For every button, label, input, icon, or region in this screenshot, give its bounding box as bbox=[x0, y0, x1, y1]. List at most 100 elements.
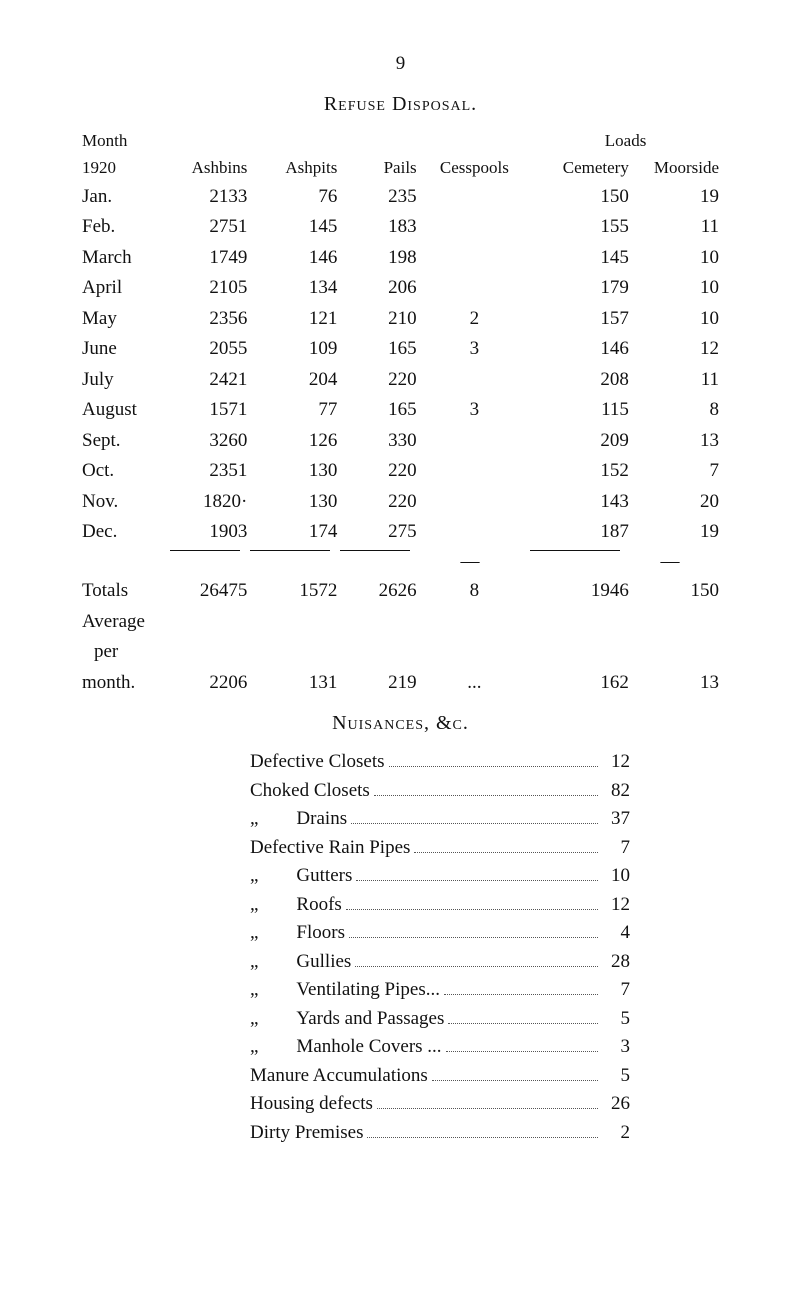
nuisance-label: Choked Closets bbox=[250, 777, 370, 806]
cell: 145 bbox=[249, 212, 339, 243]
cell: 157 bbox=[530, 304, 631, 335]
cell: April bbox=[80, 273, 170, 304]
avg-cem: 162 bbox=[530, 668, 631, 699]
cell: July bbox=[80, 365, 170, 396]
table-row: Nov.1820·13022014320 bbox=[80, 487, 721, 518]
nuisance-value: 12 bbox=[602, 748, 630, 777]
cell: 1571 bbox=[170, 395, 249, 426]
cell: 143 bbox=[530, 487, 631, 518]
list-item: „ Drains37 bbox=[250, 805, 630, 834]
cell: 3260 bbox=[170, 426, 249, 457]
nuisance-value: 4 bbox=[602, 919, 630, 948]
nuisance-value: 5 bbox=[602, 1005, 630, 1034]
list-item: Defective Rain Pipes7 bbox=[250, 834, 630, 863]
nuisance-label: „ Roofs bbox=[250, 891, 342, 920]
cell: 121 bbox=[249, 304, 339, 335]
cell: 20 bbox=[631, 487, 721, 518]
leader-dots bbox=[389, 766, 598, 767]
cell: 1903 bbox=[170, 517, 249, 548]
cell: 76 bbox=[249, 182, 339, 213]
cell: 183 bbox=[339, 212, 418, 243]
cell: 12 bbox=[631, 334, 721, 365]
nuisance-value: 82 bbox=[602, 777, 630, 806]
page-number: 9 bbox=[80, 50, 721, 79]
table-row: March174914619814510 bbox=[80, 243, 721, 274]
leader-dots bbox=[446, 1051, 598, 1052]
nuisance-label: „ Gutters bbox=[250, 862, 352, 891]
list-item: Manure Accumulations 5 bbox=[250, 1062, 630, 1091]
th-loads: Loads bbox=[530, 127, 721, 155]
nuisance-value: 28 bbox=[602, 948, 630, 977]
cell: 130 bbox=[249, 456, 339, 487]
list-item: „ Manhole Covers ... 3 bbox=[250, 1033, 630, 1062]
cell: 2751 bbox=[170, 212, 249, 243]
th-moorside: Moorside bbox=[631, 154, 721, 182]
nuisance-list: Defective Closets12Choked Closets82„ Dra… bbox=[250, 748, 630, 1147]
cell: 130 bbox=[249, 487, 339, 518]
totals-pails: 2626 bbox=[339, 576, 418, 607]
cell: 3 bbox=[419, 395, 530, 426]
table-row: August15717716531158 bbox=[80, 395, 721, 426]
th-pails: Pails bbox=[339, 154, 418, 182]
avg-l2: per bbox=[80, 637, 170, 668]
nuisance-label: Dirty Premises bbox=[250, 1119, 363, 1148]
cell: 11 bbox=[631, 365, 721, 396]
cell: 77 bbox=[249, 395, 339, 426]
list-item: Choked Closets 82 bbox=[250, 777, 630, 806]
cell: 146 bbox=[530, 334, 631, 365]
nuisance-value: 5 bbox=[602, 1062, 630, 1091]
leader-dots bbox=[374, 795, 598, 796]
cell bbox=[419, 456, 530, 487]
refuse-table: Month Loads 1920 Ashbins Ashpits Pails C… bbox=[80, 127, 721, 699]
section-title-nuisances: Nuisances, &c. bbox=[80, 708, 721, 738]
nuisance-label: „ Gullies bbox=[250, 948, 351, 977]
nuisance-label: Manure Accumulations bbox=[250, 1062, 428, 1091]
cell bbox=[419, 273, 530, 304]
cell bbox=[419, 212, 530, 243]
cell: 8 bbox=[631, 395, 721, 426]
avg-ashpits: 131 bbox=[249, 668, 339, 699]
avg-pails: 219 bbox=[339, 668, 418, 699]
table-row: Dec.190317427518719 bbox=[80, 517, 721, 548]
leader-dots bbox=[444, 994, 598, 995]
cell: 275 bbox=[339, 517, 418, 548]
cell: 220 bbox=[339, 365, 418, 396]
leader-dots bbox=[356, 880, 598, 881]
leader-dots bbox=[349, 937, 598, 938]
table-row: Jan.21337623515019 bbox=[80, 182, 721, 213]
cell: August bbox=[80, 395, 170, 426]
cell: 115 bbox=[530, 395, 631, 426]
leader-dots bbox=[346, 909, 598, 910]
cell: 220 bbox=[339, 456, 418, 487]
leader-dots bbox=[367, 1137, 598, 1138]
cell: 152 bbox=[530, 456, 631, 487]
cell: March bbox=[80, 243, 170, 274]
cell: 209 bbox=[530, 426, 631, 457]
cell: Nov. bbox=[80, 487, 170, 518]
cell: 19 bbox=[631, 182, 721, 213]
cell: 2105 bbox=[170, 273, 249, 304]
cell: Oct. bbox=[80, 456, 170, 487]
cell: 174 bbox=[249, 517, 339, 548]
th-month-year: 1920 bbox=[80, 154, 170, 182]
list-item: Housing defects26 bbox=[250, 1090, 630, 1119]
cell: Feb. bbox=[80, 212, 170, 243]
nuisance-value: 3 bbox=[602, 1033, 630, 1062]
nuisance-value: 2 bbox=[602, 1119, 630, 1148]
nuisance-label: „ Yards and Passages bbox=[250, 1005, 444, 1034]
cell: 13 bbox=[631, 426, 721, 457]
cell bbox=[419, 243, 530, 274]
list-item: „ Yards and Passages 5 bbox=[250, 1005, 630, 1034]
cell: 204 bbox=[249, 365, 339, 396]
cell: 109 bbox=[249, 334, 339, 365]
leader-dots bbox=[377, 1108, 598, 1109]
th-ashbins: Ashbins bbox=[170, 154, 249, 182]
nuisance-label: „ Manhole Covers ... bbox=[250, 1033, 442, 1062]
cell: 330 bbox=[339, 426, 418, 457]
list-item: „ Roofs12 bbox=[250, 891, 630, 920]
leader-dots bbox=[414, 852, 598, 853]
nuisance-value: 7 bbox=[602, 834, 630, 863]
cell: 2356 bbox=[170, 304, 249, 335]
table-row: July242120422020811 bbox=[80, 365, 721, 396]
cell bbox=[419, 182, 530, 213]
